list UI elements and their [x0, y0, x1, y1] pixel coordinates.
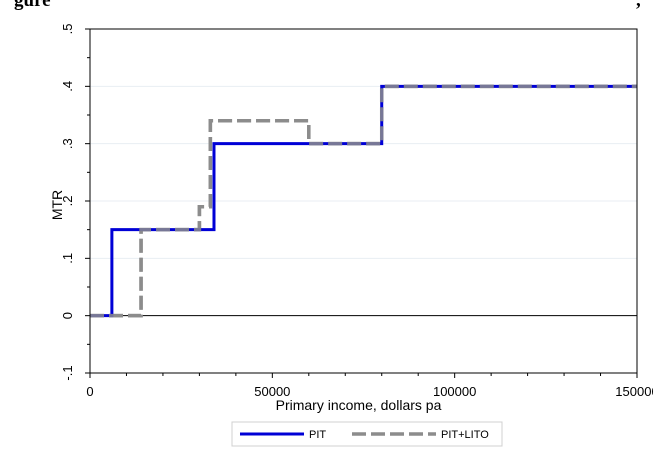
series-lines	[90, 84, 637, 318]
heading-right-fragment: ,	[636, 0, 641, 11]
legend-label-pit-lito: PIT+LITO	[441, 429, 489, 441]
x-tick-label-1: 50000	[254, 384, 290, 399]
y-tick-label-4: .3	[60, 138, 75, 149]
y-tick-label-5: .4	[60, 81, 75, 92]
y-axis-title: MTR	[49, 190, 65, 220]
heading-left-fragment: gure	[14, 0, 51, 11]
x-tick-label-3: 150000	[615, 384, 653, 399]
y-tick-label-0: -.1	[60, 365, 75, 380]
y-tick-label-6: .5	[60, 24, 75, 35]
series-line-pit-lito-overlay	[90, 84, 637, 318]
y-tick-label-1: 0	[60, 312, 75, 319]
grid-lines	[90, 28, 637, 374]
x-tick-label-2: 100000	[433, 384, 476, 399]
y-tick-label-2: .1	[60, 253, 75, 264]
x-axis-title: Primary income, dollars pa	[276, 397, 442, 413]
axis-ticks: -.1 0 .1 .2 .3 .4 .5 0 50000 100000 150000	[60, 24, 653, 399]
x-tick-label-0: 0	[86, 384, 93, 399]
y-tick-label-3: .2	[60, 196, 75, 207]
legend: PIT PIT+LITO	[231, 421, 503, 447]
legend-label-pit: PIT	[309, 429, 326, 441]
